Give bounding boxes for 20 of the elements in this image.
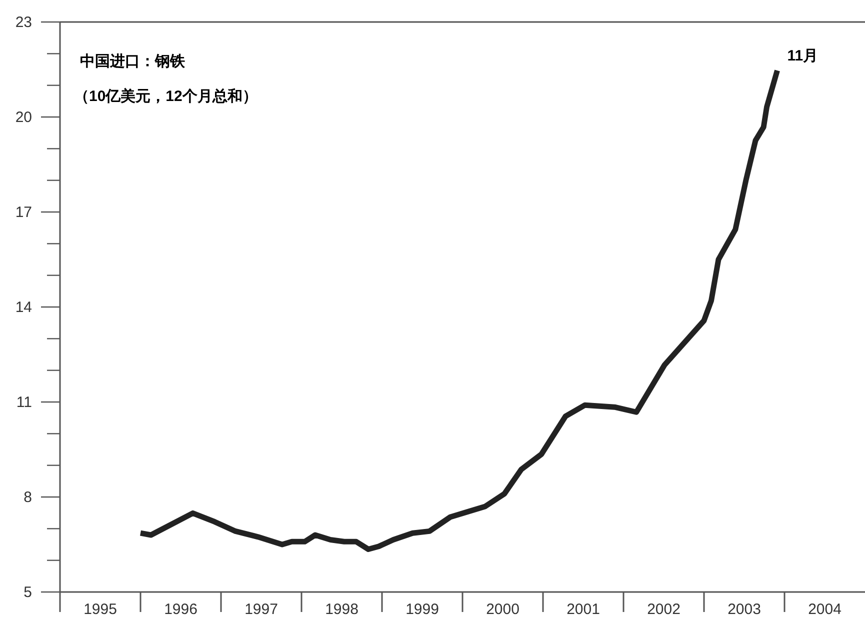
x-tick-label: 2000 [486,601,520,618]
annotation: 11月 [787,47,818,64]
x-tick-label: 2003 [728,601,761,618]
y-tick-label: 17 [15,204,32,221]
y-tick-label: 20 [15,109,32,126]
x-tick-label: 2004 [808,601,842,618]
y-tick-label: 8 [24,489,32,506]
text: 中国进口：钢铁 [80,53,186,70]
y-tick-label: 5 [24,584,32,601]
x-tick-label: 2001 [566,601,600,618]
y-tick-label: 23 [15,14,32,31]
x-tick-label: 1996 [164,601,198,618]
y-tick-label: 14 [15,299,32,316]
x-tick-label: 1995 [84,601,117,618]
x-tick-label: 2002 [647,601,680,618]
x-tick-label: 1998 [325,601,358,618]
x-tick-label: 1997 [244,601,278,618]
x-tick-label: 1999 [406,601,439,618]
text: （10亿美元，12个月总和） [74,87,258,105]
y-tick-label: 11 [16,394,32,411]
